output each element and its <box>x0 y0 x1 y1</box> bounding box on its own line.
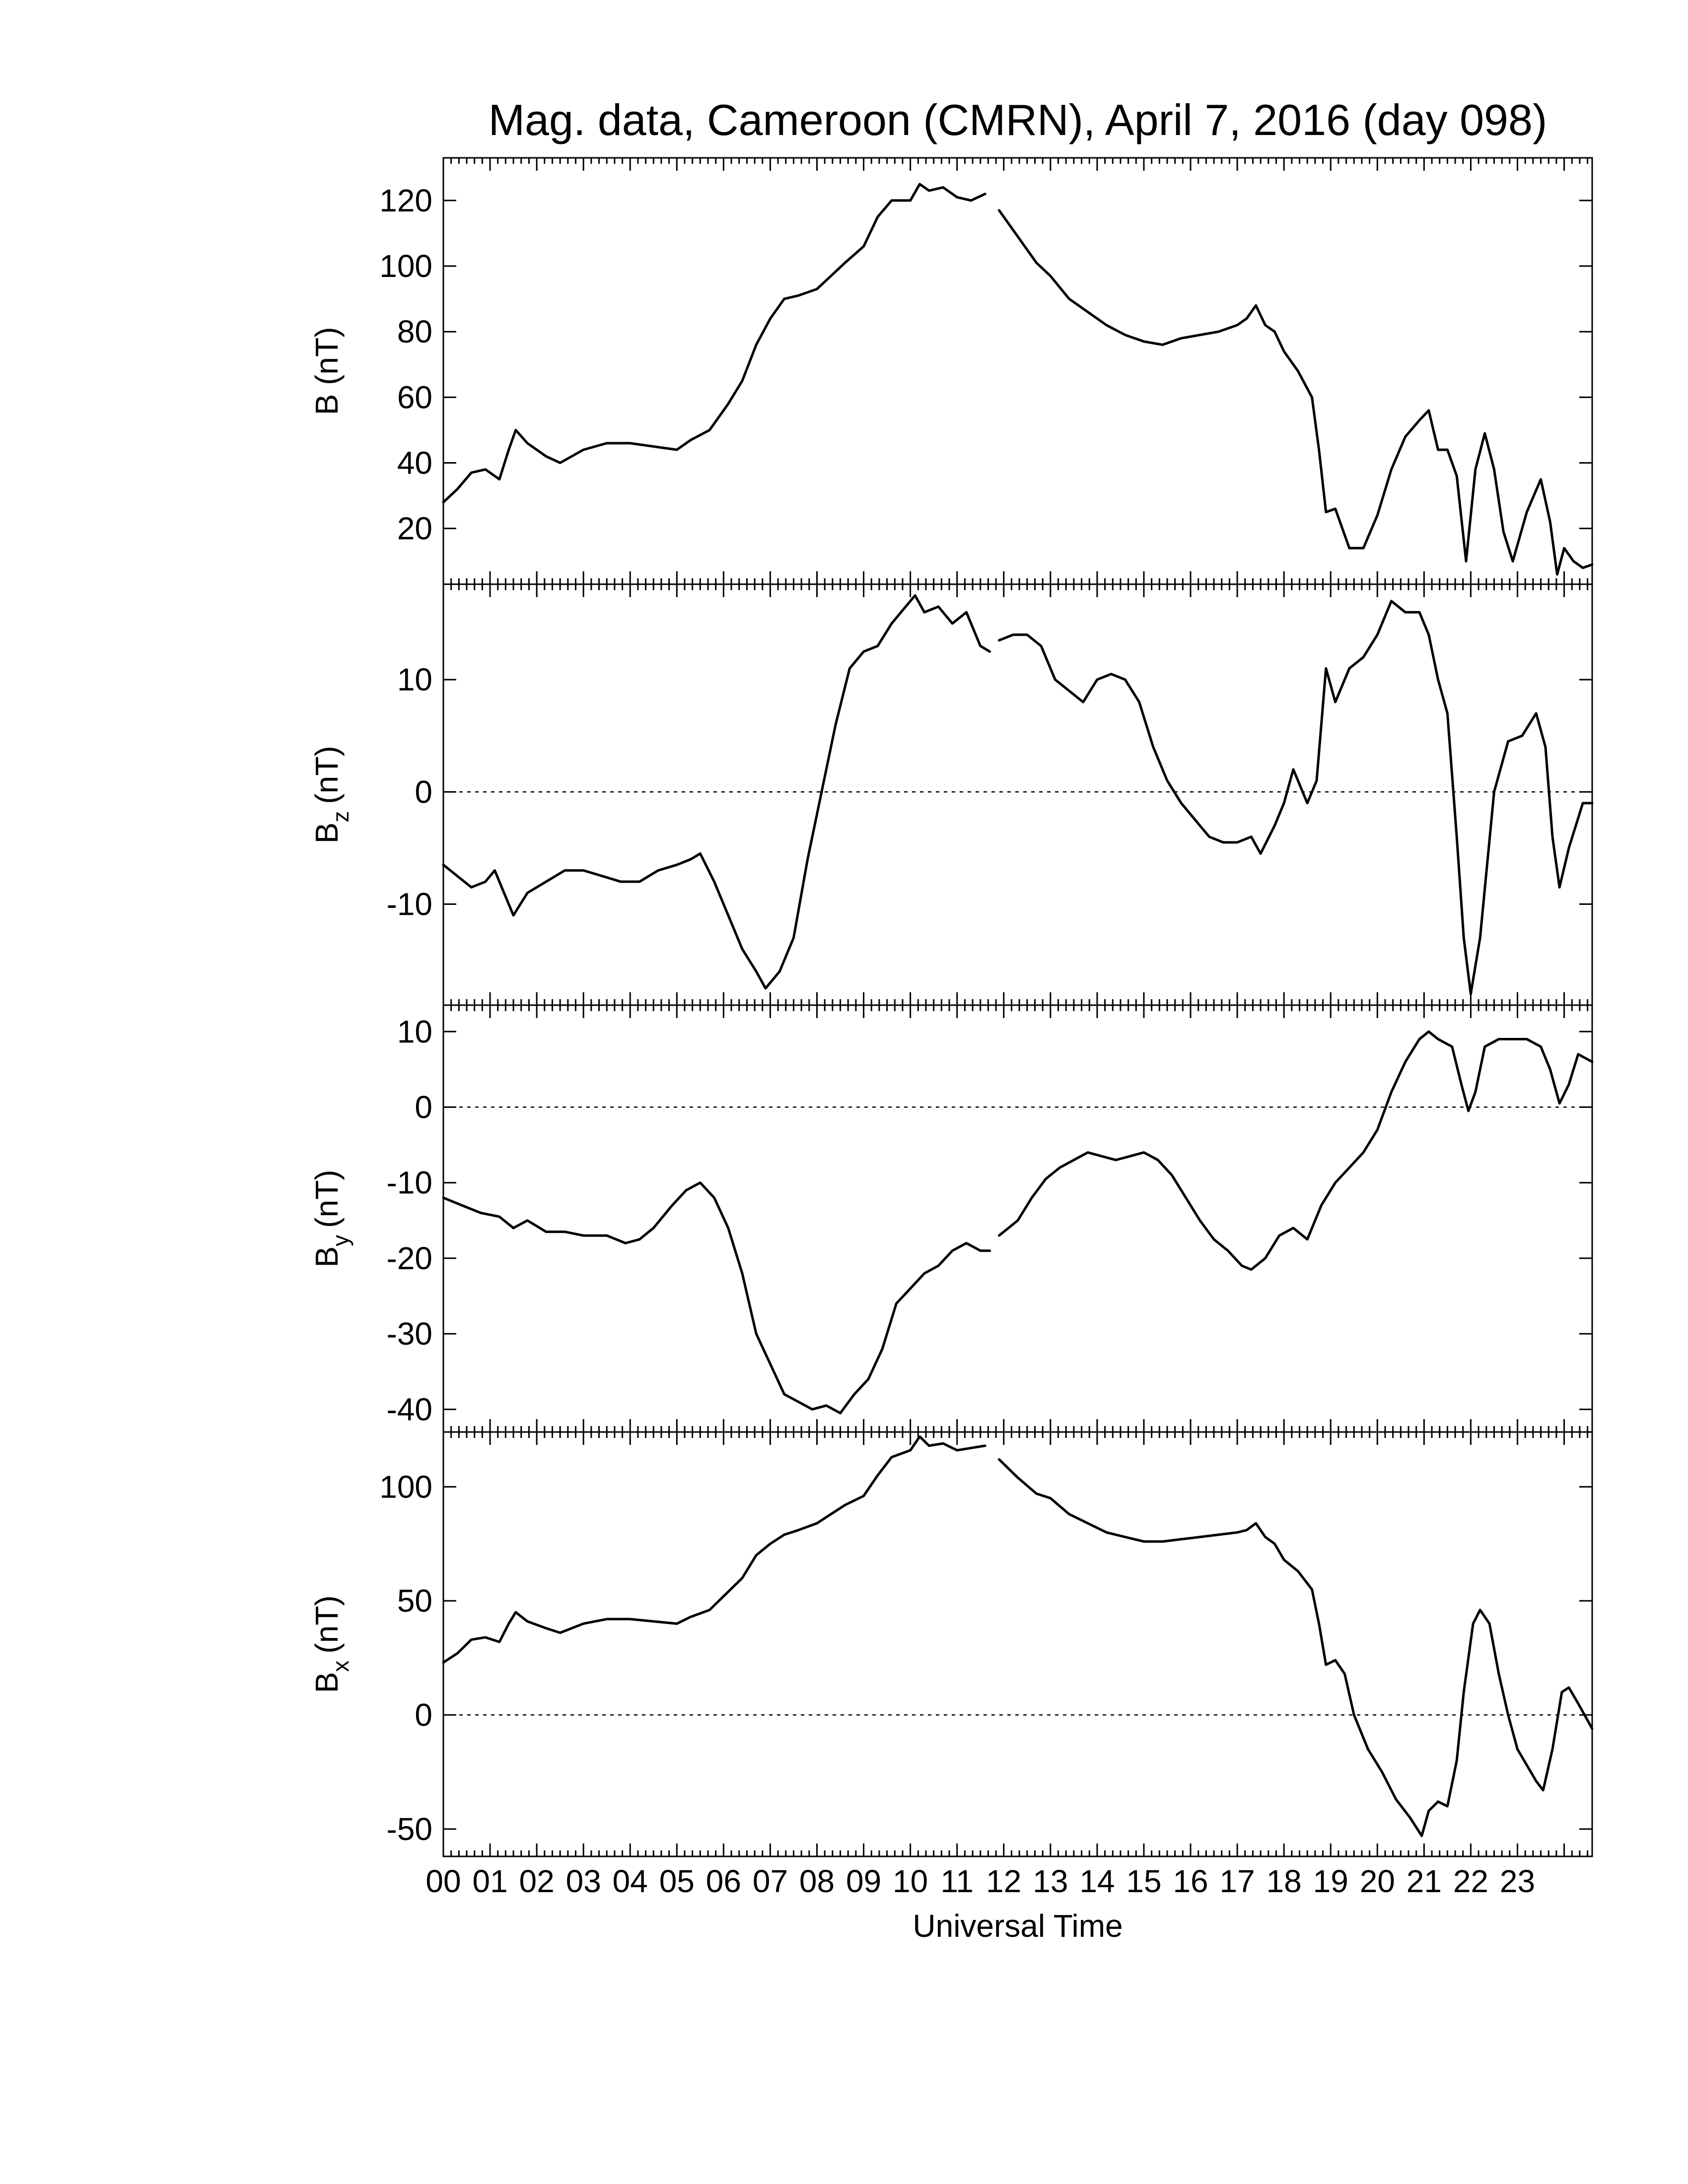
x-tick-label: 06 <box>706 1863 741 1899</box>
y-tick-label: 0 <box>415 1697 432 1733</box>
x-tick-label: 21 <box>1407 1863 1442 1899</box>
y-tick-label: 120 <box>379 183 432 218</box>
panel-By: -40 -30 -20 -10 0 10 By(nT) <box>309 1004 1594 1433</box>
x-tick-label: 11 <box>940 1863 973 1899</box>
x-tick-label: 10 <box>893 1863 928 1899</box>
panel-Bx: -50 0 50 100 Bx(nT) <box>309 1431 1594 1857</box>
y-tick-label: 0 <box>415 774 432 810</box>
y-tick-label: -20 <box>387 1240 433 1276</box>
x-tick-label: 16 <box>1173 1863 1208 1899</box>
panel-frame <box>442 1431 1593 1857</box>
x-axis-label: Universal Time <box>913 1908 1123 1944</box>
figure-title: Mag. data, Cameroon (CMRN), April 7, 201… <box>489 95 1547 144</box>
data-trace-Bx <box>997 1458 1594 1838</box>
x-tick-label: 17 <box>1220 1863 1255 1899</box>
x-tick-label: 20 <box>1360 1863 1395 1899</box>
x-tick-label: 08 <box>799 1863 835 1899</box>
x-tick-label: 13 <box>1033 1863 1068 1899</box>
y-tick-label: 40 <box>397 445 432 481</box>
panel-B: 20 40 60 80 100 120 B (nT) <box>309 157 1594 585</box>
panel-frame <box>442 583 1593 1006</box>
y-tick-label: 100 <box>379 1469 432 1504</box>
data-trace-By <box>442 1181 991 1415</box>
data-trace-By <box>997 1030 1594 1271</box>
x-tick-label: 22 <box>1453 1863 1488 1899</box>
data-trace-B <box>997 209 1594 576</box>
y-tick-label: -30 <box>387 1316 433 1352</box>
x-tick-label: 19 <box>1313 1863 1348 1899</box>
x-tick-label: 15 <box>1126 1863 1161 1899</box>
y-axis-label: Bx(nT) <box>309 1595 353 1693</box>
data-trace-Bz <box>997 600 1594 995</box>
x-tick-label: 00 <box>425 1863 461 1899</box>
y-tick-label: 100 <box>379 248 432 284</box>
x-tick-label: 12 <box>986 1863 1021 1899</box>
y-tick-label: 50 <box>397 1583 432 1619</box>
y-axis-label: By(nT) <box>309 1170 353 1268</box>
panel-frame <box>442 157 1593 585</box>
x-tick-label: 14 <box>1079 1863 1115 1899</box>
x-tick-label: 23 <box>1500 1863 1535 1899</box>
data-trace-Bx <box>442 1435 986 1664</box>
x-tick-label: 07 <box>753 1863 788 1899</box>
y-tick-label: 10 <box>397 1014 432 1049</box>
x-tick-label: 01 <box>472 1863 507 1899</box>
x-axis-tick-labels: 00 01 02 03 04 05 06 07 08 09 10 11 12 13 14 15 16 17 18 19… <box>425 1863 1535 1899</box>
y-tick-label: 0 <box>415 1089 432 1125</box>
data-trace-B <box>442 183 986 504</box>
y-tick-label: -40 <box>387 1391 433 1427</box>
x-tick-label: 05 <box>659 1863 695 1899</box>
y-tick-label: -10 <box>387 886 433 922</box>
x-tick-label: 02 <box>519 1863 555 1899</box>
y-tick-label: 10 <box>397 662 432 697</box>
x-tick-label: 09 <box>846 1863 881 1899</box>
y-tick-label: 60 <box>397 379 432 415</box>
y-tick-label: 80 <box>397 314 432 349</box>
y-axis-label: Bz(nT) <box>309 746 353 844</box>
x-tick-label: 18 <box>1266 1863 1302 1899</box>
y-tick-label: -10 <box>387 1165 433 1201</box>
panel-Bz: -10 0 10 Bz(nT) <box>309 583 1594 1006</box>
x-tick-label: 04 <box>613 1863 648 1899</box>
x-tick-label: 03 <box>566 1863 601 1899</box>
data-trace-Bz <box>442 594 991 990</box>
y-tick-label: 20 <box>397 511 432 546</box>
y-tick-label: -50 <box>387 1811 433 1847</box>
y-axis-label: B (nT) <box>309 327 345 415</box>
